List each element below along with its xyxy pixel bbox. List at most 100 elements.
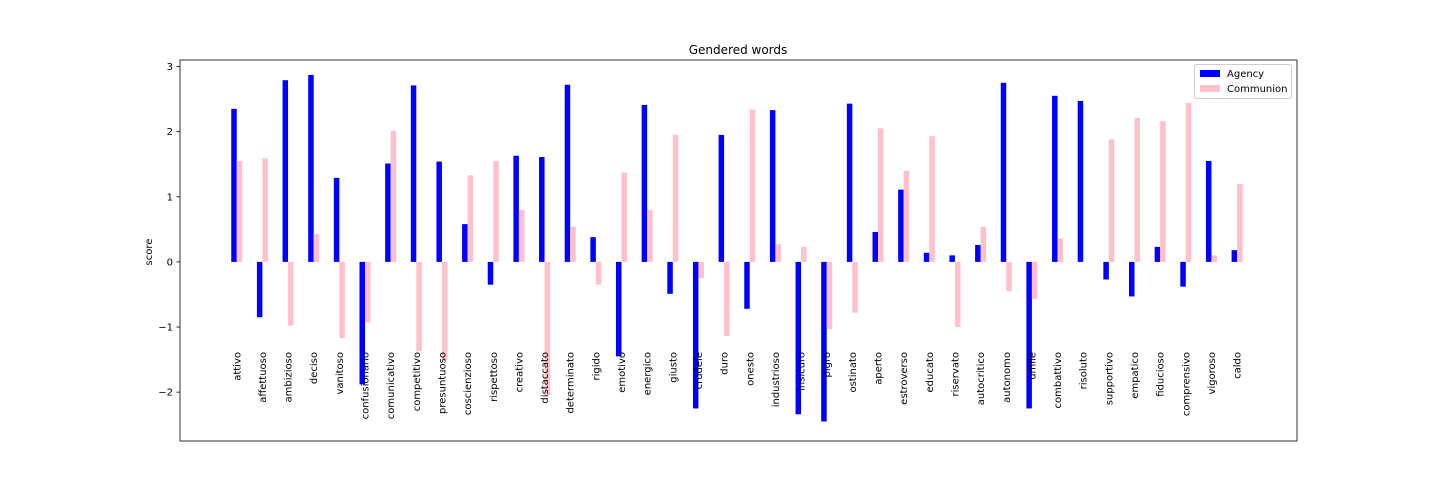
bar-communion-rispettoso xyxy=(493,160,499,262)
bar-communion-pigro xyxy=(826,261,833,329)
bar-communion-vanitoso xyxy=(339,261,345,339)
legend-label-agency: Agency xyxy=(1227,69,1264,80)
bar-agency-rispettoso xyxy=(487,261,494,285)
bar-communion-crudele xyxy=(698,261,704,279)
x-tick-label-deciso: deciso xyxy=(309,352,320,384)
bar-communion-onesto xyxy=(749,109,756,262)
y-tick-label: 0 xyxy=(167,257,173,268)
bar-communion-vigoroso xyxy=(1211,255,1217,262)
x-tick-label-comprensivo: comprensivo xyxy=(1181,352,1192,416)
x-tick-label-insicuro: insicuro xyxy=(797,352,808,391)
bar-communion-presuntuoso xyxy=(441,261,448,361)
bar-communion-autocritico xyxy=(980,226,987,262)
x-tick-label-presuntuoso: presuntuoso xyxy=(437,352,448,414)
bar-agency-insicuro xyxy=(795,261,802,415)
x-tick-label-riservato: riservato xyxy=(950,352,961,396)
bar-agency-crudele xyxy=(692,261,699,409)
bar-communion-riservato xyxy=(954,261,961,328)
bar-communion-affettuoso xyxy=(262,158,268,262)
x-tick-label-vanitoso: vanitoso xyxy=(335,352,346,395)
bar-agency-autonomo xyxy=(1000,82,1007,262)
bar-communion-distaccato xyxy=(544,261,551,396)
x-tick-label-distaccato: distaccato xyxy=(540,352,551,404)
plot-area: −2 −1 0 1 2 3 attivo affettuoso ambizioso deciso v… xyxy=(158,59,1298,442)
bar-communion-energico xyxy=(647,209,653,262)
x-tick-label-empatico: empatico xyxy=(1130,352,1141,399)
bar-agency-distaccato xyxy=(539,157,545,262)
x-tick-label-ostinato: ostinato xyxy=(848,352,859,393)
bar-agency-creativo xyxy=(513,155,519,262)
x-tick-label-creativo: creativo xyxy=(514,352,525,392)
bar-agency-ostinato xyxy=(846,103,853,262)
bar-communion-fiducioso xyxy=(1160,121,1166,262)
bar-communion-ambizioso xyxy=(288,261,294,326)
bar-agency-comprensivo xyxy=(1180,261,1186,287)
plot-frame xyxy=(179,59,1298,442)
x-tick-label-duro: duro xyxy=(720,352,731,375)
bar-communion-comprensivo xyxy=(1185,102,1192,262)
bar-communion-duro xyxy=(724,261,730,337)
bar-agency-umile xyxy=(1026,261,1032,409)
bar-communion-empatico xyxy=(1134,117,1140,262)
bar-communion-coscienzioso xyxy=(467,175,474,262)
x-tick-label-umile: umile xyxy=(1027,352,1038,380)
x-tick-label-rigido: rigido xyxy=(591,352,602,380)
bar-communion-comunicativo xyxy=(390,130,397,262)
x-tick-label-fiducioso: fiducioso xyxy=(1156,352,1167,397)
bar-agency-pigro xyxy=(821,261,827,422)
bar-agency-educato xyxy=(923,252,930,262)
bar-agency-determinato xyxy=(564,84,571,262)
bar-agency-estroverso xyxy=(898,189,904,262)
y-axis-label: score xyxy=(144,239,155,266)
bar-agency-duro xyxy=(718,134,725,262)
y-tick-label: −2 xyxy=(158,388,173,399)
bar-communion-ostinato xyxy=(852,261,858,313)
bar-agency-deciso xyxy=(308,74,314,262)
x-tick-label-comunicativo: comunicativo xyxy=(386,352,397,419)
bar-agency-aperto xyxy=(872,231,878,262)
bar-communion-umile xyxy=(1031,261,1038,300)
x-tick-label-educato: educato xyxy=(925,352,936,393)
bar-agency-energico xyxy=(641,104,648,262)
x-tick-label-confusionario: confusionario xyxy=(361,352,372,419)
bar-communion-insicuro xyxy=(801,246,807,262)
x-tick-label-vigoroso: vigoroso xyxy=(1207,352,1218,395)
x-tick-label-energico: energico xyxy=(643,352,654,395)
x-tick-label-giusto: giusto xyxy=(668,352,679,383)
bar-agency-combattivo xyxy=(1052,95,1058,262)
bar-communion-supportivo xyxy=(1108,139,1115,262)
chart-title: Gendered words xyxy=(689,43,788,57)
y-tick-label: 1 xyxy=(167,192,173,203)
y-tick-label: −1 xyxy=(158,323,173,334)
y-tick-label: 3 xyxy=(167,62,173,73)
bar-agency-fiducioso xyxy=(1154,246,1161,262)
bar-communion-rigido xyxy=(595,261,602,285)
bar-agency-competitivo xyxy=(410,85,417,262)
x-tick-label-onesto: onesto xyxy=(745,352,756,386)
x-tick-label-aperto: aperto xyxy=(874,352,885,385)
bar-communion-confusionario xyxy=(365,261,371,323)
x-tick-label-estroverso: estroverso xyxy=(899,352,910,405)
x-tick-label-crudele: crudele xyxy=(694,352,705,389)
bar-agency-ambizioso xyxy=(282,80,289,262)
x-tick-label-caldo: caldo xyxy=(1233,352,1244,379)
bar-agency-empatico xyxy=(1129,261,1135,297)
x-tick-label-supportivo: supportivo xyxy=(1104,352,1115,405)
bar-communion-creativo xyxy=(518,209,525,262)
x-tick-label-ambizioso: ambizioso xyxy=(284,352,295,402)
bar-agency-caldo xyxy=(1231,250,1238,262)
legend-label-communion: Communion xyxy=(1227,84,1288,95)
x-tick-label-emotivo: emotivo xyxy=(617,352,628,393)
bar-agency-onesto xyxy=(744,261,750,309)
bar-agency-emotivo xyxy=(616,261,622,357)
bar-agency-coscienzioso xyxy=(462,224,468,262)
bar-communion-giusto xyxy=(672,134,679,262)
x-tick-label-pigro: pigro xyxy=(822,352,833,377)
legend: Agency Communion xyxy=(1194,64,1292,99)
x-tick-label-affettuoso: affettuoso xyxy=(258,352,269,403)
legend-swatch-communion xyxy=(1200,85,1220,92)
bar-agency-supportivo xyxy=(1103,261,1109,280)
bar-agency-autocritico xyxy=(975,244,981,262)
x-tick-label-attivo: attivo xyxy=(232,352,243,381)
